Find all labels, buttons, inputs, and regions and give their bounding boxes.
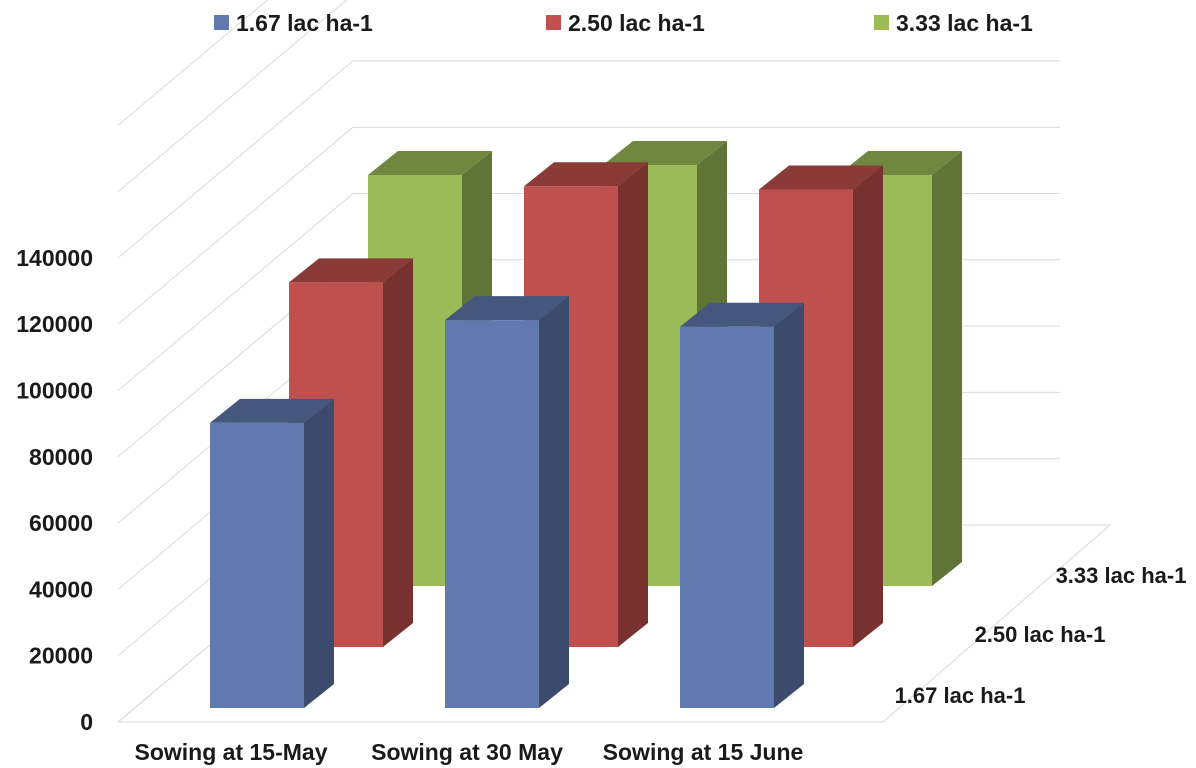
x-category-label: Sowing at 15 June [603, 739, 804, 765]
bar [210, 398, 334, 708]
bar-top [210, 398, 334, 423]
bar-side [774, 302, 804, 708]
x-category-label: Sowing at 30 May [371, 739, 563, 765]
bars-layer [210, 140, 962, 708]
y-tick-label: 120000 [16, 311, 93, 337]
depth-axis-label: 3.33 lac ha-1 [1056, 563, 1187, 588]
bar [289, 258, 413, 647]
bar [680, 302, 804, 708]
bar-side [932, 150, 962, 586]
legend-label: 3.33 lac ha-1 [896, 10, 1033, 36]
y-tick-label: 140000 [16, 245, 93, 271]
bar-side [304, 398, 334, 708]
depth-axis-label: 1.67 lac ha-1 [895, 683, 1026, 708]
bar-front [445, 320, 539, 708]
y-tick-label: 40000 [29, 576, 93, 602]
bar-side [539, 296, 569, 708]
bar-side [853, 165, 883, 647]
legend-item: 2.50 lac ha-1 [546, 10, 705, 36]
bar-front [680, 326, 774, 708]
legend-label: 2.50 lac ha-1 [568, 10, 705, 36]
bar-top [603, 140, 727, 165]
bar-top [368, 150, 492, 175]
bar-top [524, 162, 648, 187]
y-tick-label: 0 [80, 709, 93, 735]
bar [445, 296, 569, 708]
labels-layer: 0 20000 40000 60000 80000 100000 120000 140000 S… [16, 245, 1186, 765]
legend-swatch [214, 15, 229, 30]
gridline-side [117, 60, 354, 259]
y-tick-label: 100000 [16, 378, 93, 404]
gridline-side [117, 126, 354, 325]
legend-item: 1.67 lac ha-1 [214, 10, 373, 36]
bar-side [383, 258, 413, 647]
bar-top [680, 302, 804, 327]
series-1-group [210, 296, 804, 708]
legend-swatch [874, 15, 889, 30]
bar-front [210, 422, 304, 708]
y-tick-label: 20000 [29, 643, 93, 669]
bar-top [289, 258, 413, 283]
bar-side [618, 162, 648, 647]
gridline-side [117, 193, 354, 391]
legend: 1.67 lac ha-1 2.50 lac ha-1 3.33 lac ha-1 [214, 10, 1033, 36]
y-tick-label: 80000 [29, 444, 93, 470]
y-tick-label: 60000 [29, 510, 93, 536]
series-2-group [289, 162, 883, 647]
legend-item: 3.33 lac ha-1 [874, 10, 1033, 36]
legend-swatch [546, 15, 561, 30]
gridline-side [117, 0, 269, 126]
bar-top [759, 165, 883, 190]
gridline-side [117, 0, 348, 192]
x-category-label: Sowing at 15-May [135, 739, 328, 765]
depth-axis-label: 2.50 lac ha-1 [975, 622, 1106, 647]
legend-label: 1.67 lac ha-1 [236, 10, 373, 36]
bar-top [445, 296, 569, 321]
